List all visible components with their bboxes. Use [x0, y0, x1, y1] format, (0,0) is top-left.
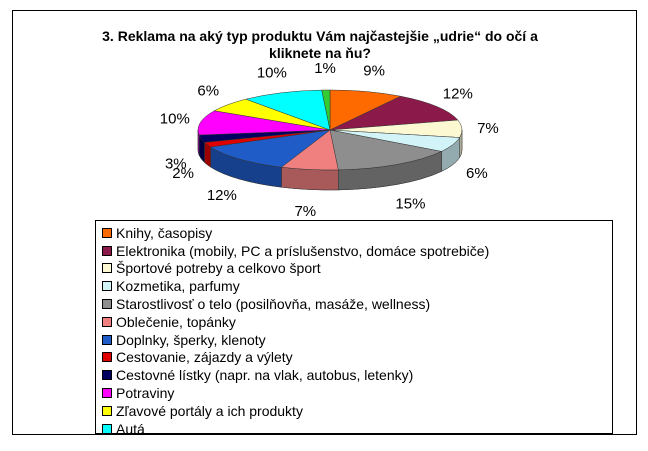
legend-label: Oblečenie, topánky — [116, 313, 236, 330]
pie-label-9: 10% — [160, 110, 190, 127]
legend-item: Cestovanie, zájazdy a výlety — [102, 349, 612, 367]
legend-label: Doplnky, šperky, klenoty — [116, 331, 266, 348]
legend-swatch — [102, 281, 112, 292]
legend-item: Cestovné lístky (napr. na vlak, autobus,… — [102, 366, 612, 384]
pie-label-3: 6% — [466, 165, 488, 182]
legend-label: Kozmetika, parfumy — [116, 278, 240, 295]
legend-label: Starostlivosť o telo (posilňovňa, masáže… — [116, 296, 431, 313]
legend-swatch — [102, 227, 112, 238]
pie-label-1: 12% — [443, 86, 473, 103]
legend-item: Elektronika (mobily, PC a príslušenstvo,… — [102, 242, 612, 260]
legend-item: Knihy, časopisy — [102, 224, 612, 242]
legend-label: Potraviny — [116, 385, 175, 402]
pie-label-2: 7% — [477, 120, 499, 137]
legend-swatch — [102, 334, 112, 345]
legend-label: Knihy, časopisy — [116, 224, 213, 241]
pie-slice-side-5 — [281, 166, 339, 191]
legend-swatch — [102, 316, 112, 327]
legend-swatch — [102, 405, 112, 416]
pie-slice-12 — [321, 89, 331, 131]
legend-item: Oblečenie, topánky — [102, 313, 612, 331]
legend-swatch — [102, 299, 112, 310]
pie-label-4: 15% — [395, 195, 425, 212]
pie-label-10: 6% — [197, 82, 219, 99]
pie-label-5: 7% — [294, 203, 316, 220]
pie-label-8: 3% — [165, 156, 187, 173]
chart-title-line-1: 3. Reklama na aký typ produktu Vám najča… — [102, 28, 538, 44]
legend-label: Elektronika (mobily, PC a príslušenstvo,… — [116, 242, 490, 259]
pie-label-11: 10% — [257, 64, 287, 81]
legend-item: Starostlivosť o telo (posilňovňa, masáže… — [102, 295, 612, 313]
pie-slice-6 — [209, 129, 331, 168]
legend-swatch — [102, 245, 112, 256]
pie-slice-11 — [245, 89, 331, 131]
pie-slice-9 — [197, 110, 331, 136]
legend-label: Autá — [116, 420, 145, 437]
legend-swatch — [102, 370, 112, 381]
legend: Knihy, časopisy Elektronika (mobily, PC a… — [95, 220, 613, 437]
legend-label: Zľavové portály a ich produkty — [116, 402, 303, 419]
legend-label: Cestovanie, zájazdy a výlety — [116, 349, 293, 366]
pie-label-6: 12% — [207, 187, 237, 204]
chart-title: 3. Reklama na aký typ produktu Vám najča… — [60, 28, 580, 62]
legend-item: Doplnky, šperky, klenoty — [102, 331, 612, 349]
legend-item: Športové potreby a celkovo šport — [102, 260, 612, 278]
pie-slice-1 — [329, 95, 459, 131]
pie-label-12: 1% — [314, 60, 336, 77]
legend-swatch — [102, 263, 112, 274]
legend-item: Kozmetika, parfumy — [102, 277, 612, 295]
legend-label: Športové potreby a celkovo šport — [116, 260, 321, 277]
legend-label: Cestovné lístky (napr. na vlak, autobus,… — [116, 367, 414, 384]
pie-slice-4 — [329, 129, 443, 171]
chart-frame — [12, 10, 637, 435]
legend-item: Zľavové portály a ich produkty — [102, 402, 612, 420]
chart-title-line-2: kliknete na ňu? — [269, 45, 371, 61]
legend-swatch — [102, 423, 112, 434]
legend-swatch — [102, 388, 112, 399]
legend-swatch — [102, 352, 112, 363]
pie-label-7: 2% — [172, 165, 194, 182]
pie-label-0: 9% — [363, 62, 385, 79]
legend-item: Autá — [102, 420, 612, 438]
legend-item: Potraviny — [102, 384, 612, 402]
